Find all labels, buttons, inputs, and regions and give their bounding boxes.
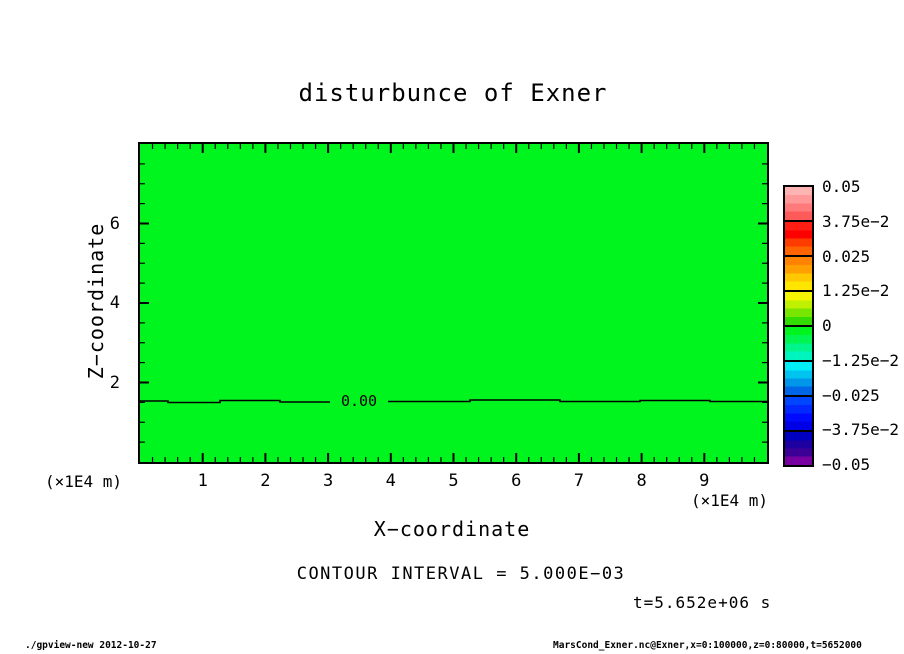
x-tick-label: 3 [322, 471, 334, 491]
y-axis-unit: (×1E4 m) [45, 472, 123, 491]
x-tick-label: 1 [197, 471, 208, 491]
x-tick-label: 7 [573, 471, 585, 491]
x-tick-label: 9 [699, 471, 710, 491]
plot-area: 0.00 [138, 142, 769, 464]
colorbar-segment [785, 290, 812, 325]
colorbar-segment [785, 187, 812, 220]
colorbar-segment [785, 430, 812, 465]
colorbar-label: −3.75e−2 [822, 420, 900, 440]
colorbar-label: −0.025 [822, 385, 880, 405]
axis-ticks [140, 144, 767, 462]
x-tick-label: 4 [385, 471, 396, 491]
colorbar-label: 0.025 [822, 246, 871, 266]
colorbar-segment [785, 255, 812, 290]
time-stamp-text: t=5.652e+06 s [633, 593, 772, 612]
zero-contour-line [140, 399, 767, 404]
y-tick-label: 4 [109, 293, 120, 313]
contour-plot-svg: 0.00 [140, 144, 767, 462]
colorbar-label: 1.25e−2 [822, 281, 890, 301]
colorbar [783, 185, 814, 467]
colorbar-label: 3.75e−2 [822, 211, 890, 231]
colorbar-segment [785, 220, 812, 255]
page-title: disturbunce of Exner [298, 79, 608, 107]
footer-data-source: MarsCond_Exner.nc@Exner,x=0:100000,z=0:8… [553, 640, 862, 651]
filled-contour-field [140, 144, 767, 462]
y-tick-label: 6 [109, 213, 120, 234]
x-tick-label: 5 [448, 471, 459, 491]
x-tick-label: 6 [511, 471, 522, 491]
contour-interval-text: CONTOUR INTERVAL = 5.000E−03 [296, 564, 626, 584]
footer-program-version: ./gpview-new 2012-10-27 [25, 640, 157, 651]
colorbar-label: 0 [822, 316, 832, 335]
x-tick-label: 8 [636, 471, 647, 491]
colorbar-label: −0.05 [822, 455, 871, 474]
x-axis-title: X−coordinate [373, 517, 531, 541]
colorbar-segment [785, 325, 812, 360]
colorbar-label: −1.25e−2 [822, 350, 900, 370]
x-tick-label: 2 [260, 471, 271, 491]
colorbar-segment [785, 360, 812, 395]
y-tick-label: 2 [109, 372, 120, 393]
colorbar-label: 0.05 [822, 177, 861, 196]
zero-contour-label: 0.00 [341, 392, 377, 410]
x-axis-unit: (×1E4 m) [691, 491, 769, 510]
colorbar-segment [785, 395, 812, 430]
